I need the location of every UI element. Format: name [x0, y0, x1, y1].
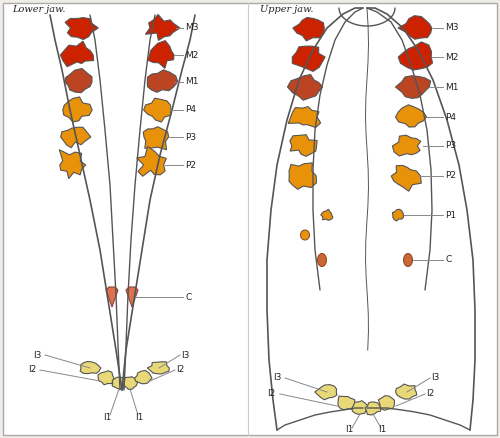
Text: Lower jaw.: Lower jaw.: [12, 5, 66, 14]
Polygon shape: [148, 41, 174, 68]
Text: I3: I3: [431, 374, 440, 382]
Text: M2: M2: [445, 53, 458, 61]
Text: M1: M1: [445, 82, 458, 92]
Polygon shape: [288, 74, 322, 100]
Text: P2: P2: [445, 172, 456, 180]
Polygon shape: [98, 371, 114, 385]
Polygon shape: [398, 42, 432, 70]
Text: Upper jaw.: Upper jaw.: [260, 5, 314, 14]
Text: P2: P2: [185, 160, 196, 170]
Text: M3: M3: [445, 24, 458, 32]
Polygon shape: [315, 385, 337, 400]
Polygon shape: [65, 18, 98, 39]
Text: P4: P4: [185, 106, 196, 114]
Polygon shape: [106, 287, 118, 307]
Polygon shape: [146, 14, 180, 40]
Text: I1: I1: [345, 425, 354, 434]
Polygon shape: [148, 70, 178, 92]
Text: M1: M1: [185, 78, 198, 86]
Polygon shape: [378, 396, 394, 410]
Text: P3: P3: [445, 141, 456, 151]
Polygon shape: [65, 68, 92, 93]
Text: I1: I1: [378, 425, 386, 434]
Ellipse shape: [404, 254, 412, 266]
Text: P4: P4: [445, 113, 456, 121]
Ellipse shape: [300, 230, 310, 240]
Polygon shape: [144, 127, 169, 150]
Polygon shape: [126, 287, 138, 307]
Text: M2: M2: [185, 50, 198, 60]
Polygon shape: [289, 163, 316, 189]
Ellipse shape: [318, 254, 326, 266]
Polygon shape: [60, 41, 94, 67]
Text: I2: I2: [267, 389, 275, 399]
Text: I1: I1: [103, 413, 112, 423]
Text: I3: I3: [33, 350, 42, 360]
Polygon shape: [293, 18, 324, 41]
Polygon shape: [396, 105, 426, 127]
Text: I2: I2: [28, 365, 36, 374]
Text: P3: P3: [185, 133, 196, 141]
Polygon shape: [112, 377, 126, 389]
Polygon shape: [292, 46, 325, 71]
Polygon shape: [136, 147, 166, 176]
Polygon shape: [338, 396, 354, 410]
Polygon shape: [396, 384, 417, 399]
Polygon shape: [352, 401, 368, 414]
Polygon shape: [391, 166, 421, 191]
Text: I1: I1: [135, 413, 143, 423]
Text: C: C: [185, 293, 191, 301]
Polygon shape: [144, 98, 171, 122]
Text: M3: M3: [185, 24, 198, 32]
Polygon shape: [135, 371, 152, 384]
Polygon shape: [398, 16, 432, 39]
Polygon shape: [321, 209, 333, 220]
Polygon shape: [365, 402, 380, 415]
Polygon shape: [60, 150, 86, 179]
Polygon shape: [147, 362, 169, 374]
Polygon shape: [62, 97, 92, 122]
Polygon shape: [392, 209, 404, 221]
Polygon shape: [290, 135, 317, 156]
Text: I3: I3: [181, 350, 190, 360]
Text: I3: I3: [273, 374, 281, 382]
Polygon shape: [60, 127, 91, 148]
Text: I2: I2: [426, 389, 434, 399]
Polygon shape: [288, 106, 320, 127]
Text: C: C: [445, 255, 451, 265]
Polygon shape: [396, 76, 430, 98]
Polygon shape: [392, 135, 421, 156]
Text: P1: P1: [445, 211, 456, 219]
Text: I2: I2: [176, 365, 184, 374]
Polygon shape: [124, 377, 138, 389]
Polygon shape: [80, 361, 101, 374]
